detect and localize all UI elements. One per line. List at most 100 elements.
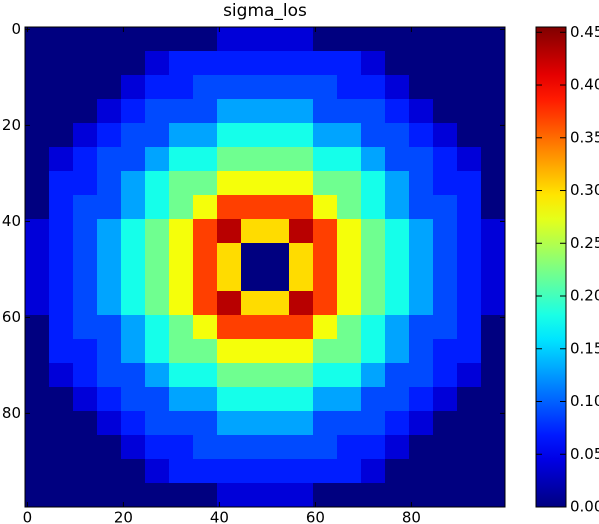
heatmap-cell xyxy=(313,435,338,460)
heatmap-cell xyxy=(337,411,362,436)
heatmap-cell xyxy=(385,171,410,196)
heatmap-cell xyxy=(145,387,170,412)
heatmap-cell xyxy=(25,243,50,268)
heatmap-cell xyxy=(457,75,482,100)
colorbar-tick-label: 0.45 xyxy=(570,23,599,41)
colorbar xyxy=(535,26,567,508)
heatmap-cell xyxy=(241,483,266,508)
heatmap-cell xyxy=(49,75,74,100)
heatmap-cell xyxy=(337,219,362,244)
heatmap-cell xyxy=(217,483,242,508)
heatmap-cell xyxy=(241,147,266,172)
heatmap-cell xyxy=(409,171,434,196)
heatmap-cell xyxy=(217,411,242,436)
heatmap-cell xyxy=(49,51,74,76)
heatmap-cell xyxy=(121,147,146,172)
heatmap-cell xyxy=(361,75,386,100)
heatmap-cell xyxy=(121,171,146,196)
heatmap-cell xyxy=(73,435,98,460)
heatmap-cell xyxy=(409,243,434,268)
heatmap-cell xyxy=(25,51,50,76)
heatmap-cell xyxy=(385,267,410,292)
heatmap-cell xyxy=(313,219,338,244)
heatmap-cell xyxy=(49,123,74,148)
heatmap-cell xyxy=(169,51,194,76)
heatmap-cell xyxy=(409,315,434,340)
heatmap-cell xyxy=(337,291,362,316)
y-tick-label: 60 xyxy=(2,308,21,326)
heatmap-cell xyxy=(361,339,386,364)
heatmap-cell xyxy=(481,267,506,292)
heatmap-cell xyxy=(97,363,122,388)
heatmap-cell xyxy=(289,51,314,76)
heatmap-cell xyxy=(433,123,458,148)
heatmap-cell xyxy=(73,243,98,268)
heatmap-cell xyxy=(481,75,506,100)
heatmap-cell xyxy=(481,219,506,244)
heatmap-cell xyxy=(241,363,266,388)
heatmap-cell xyxy=(169,483,194,508)
heatmap-cell xyxy=(217,291,242,316)
heatmap-cell xyxy=(49,195,74,220)
heatmap-cell xyxy=(49,27,74,52)
heatmap-cell xyxy=(169,267,194,292)
heatmap-cell xyxy=(73,483,98,508)
heatmap-cell xyxy=(241,123,266,148)
heatmap-cell xyxy=(433,243,458,268)
heatmap-cell xyxy=(361,267,386,292)
heatmap-cell xyxy=(337,315,362,340)
heatmap-cell xyxy=(265,147,290,172)
heatmap-cell xyxy=(241,75,266,100)
heatmap-cell xyxy=(25,459,50,484)
heatmap-cell xyxy=(337,483,362,508)
heatmap-cell xyxy=(97,411,122,436)
heatmap-cell xyxy=(49,243,74,268)
heatmap-cell xyxy=(217,435,242,460)
heatmap-cell xyxy=(433,51,458,76)
heatmap-cell xyxy=(241,195,266,220)
heatmap-cell xyxy=(73,387,98,412)
colorbar-tick-label: 0.10 xyxy=(570,392,599,410)
heatmap-cell xyxy=(385,459,410,484)
heatmap-cell xyxy=(409,267,434,292)
heatmap-cell xyxy=(265,483,290,508)
heatmap-cell xyxy=(289,123,314,148)
heatmap-cell xyxy=(409,51,434,76)
heatmap-cell xyxy=(337,123,362,148)
heatmap-cell xyxy=(433,315,458,340)
heatmap-cell xyxy=(337,267,362,292)
heatmap-cell xyxy=(313,267,338,292)
heatmap-cell xyxy=(97,99,122,124)
heatmap-cell xyxy=(25,363,50,388)
heatmap-cell xyxy=(481,339,506,364)
heatmap-cell xyxy=(73,291,98,316)
heatmap-cell xyxy=(457,99,482,124)
heatmap-cell xyxy=(265,27,290,52)
heatmap-cell xyxy=(481,483,506,508)
heatmap-cell xyxy=(361,27,386,52)
heatmap-cell xyxy=(73,99,98,124)
heatmap-cell xyxy=(49,315,74,340)
heatmap-cell xyxy=(289,411,314,436)
heatmap-cell xyxy=(409,27,434,52)
heatmap-cell xyxy=(193,315,218,340)
heatmap-cell xyxy=(145,411,170,436)
colorbar-tick-label: 0.05 xyxy=(570,445,599,463)
heatmap-cell xyxy=(145,435,170,460)
colorbar-tick-label: 0.00 xyxy=(570,498,599,516)
heatmap-cell xyxy=(337,99,362,124)
heatmap-cell xyxy=(169,411,194,436)
heatmap-cell xyxy=(481,363,506,388)
heatmap-cell xyxy=(121,123,146,148)
heatmap-cell xyxy=(313,147,338,172)
heatmap-cell xyxy=(385,411,410,436)
heatmap-cell xyxy=(169,123,194,148)
heatmap-cell xyxy=(457,51,482,76)
heatmap-cell xyxy=(313,99,338,124)
heatmap-cell xyxy=(121,483,146,508)
heatmap-cell xyxy=(49,483,74,508)
heatmap-cell xyxy=(193,219,218,244)
heatmap-cell xyxy=(433,483,458,508)
heatmap-cell xyxy=(145,219,170,244)
heatmap-cell xyxy=(313,363,338,388)
